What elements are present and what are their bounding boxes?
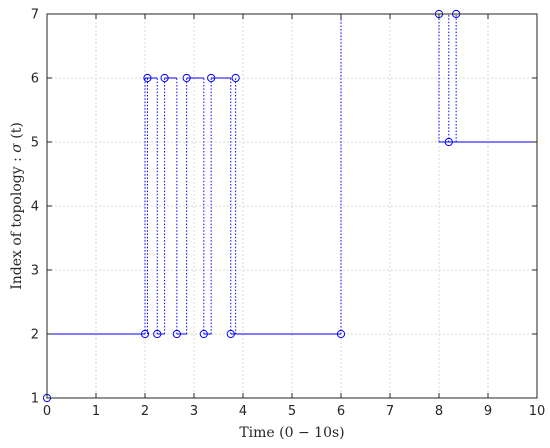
x-tick-label: 2 xyxy=(141,404,149,419)
step-series xyxy=(47,13,537,335)
x-tick-label: 4 xyxy=(239,404,247,419)
ticks xyxy=(46,13,538,399)
x-tick-label: 0 xyxy=(43,404,51,419)
x-tick-label: 3 xyxy=(190,404,198,419)
y-tick-label: 3 xyxy=(31,264,39,279)
y-axis-label-arg: (t) xyxy=(9,122,25,143)
x-tick-label: 1 xyxy=(92,404,100,419)
x-tick-label: 7 xyxy=(386,404,394,419)
switch-marker xyxy=(172,329,181,339)
switch-marker xyxy=(207,73,216,83)
switch-marker xyxy=(160,73,169,83)
switch-marker xyxy=(140,329,150,339)
x-tick-labels: 0 1 2 3 4 5 6 7 8 9 10 xyxy=(43,404,545,419)
y-tick-label: 5 xyxy=(31,136,39,151)
switch-marker xyxy=(199,329,208,339)
y-tick-label: 1 xyxy=(31,392,39,407)
x-axis-label: Time (0 − 10s) xyxy=(239,425,344,441)
switch-markers xyxy=(42,9,461,403)
switch-marker xyxy=(336,329,346,339)
switch-marker xyxy=(182,73,191,83)
switch-marker xyxy=(444,137,453,147)
y-tick-label: 7 xyxy=(31,8,39,23)
x-tick-label: 10 xyxy=(529,404,546,419)
y-tick-labels: 1 2 3 4 5 6 7 xyxy=(31,8,39,407)
switch-marker xyxy=(143,73,152,83)
y-axis-label: Index of topology : σ (t) xyxy=(9,122,25,290)
x-tick-label: 6 xyxy=(337,404,345,419)
y-axis-label-symbol: σ xyxy=(9,143,25,153)
switch-marker xyxy=(226,329,235,339)
x-tick-label: 9 xyxy=(484,404,492,419)
y-tick-label: 2 xyxy=(31,328,39,343)
x-tick-label: 5 xyxy=(288,404,296,419)
y-axis-label-prefix: Index of topology : xyxy=(9,153,25,290)
switch-marker xyxy=(153,329,162,339)
y-tick-label: 6 xyxy=(31,72,39,87)
x-tick-label: 8 xyxy=(435,404,443,419)
y-tick-label: 4 xyxy=(31,200,39,215)
switch-marker xyxy=(231,73,240,83)
